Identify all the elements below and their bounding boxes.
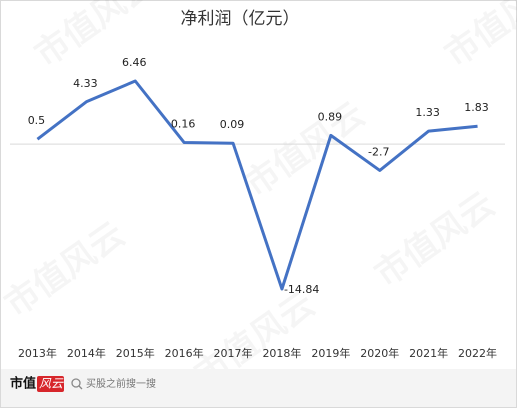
x-tick-label: 2014年 (67, 346, 106, 360)
footer: 市值 风云 买股之前搜一搜 (10, 376, 156, 392)
brand-accent: 风云 (39, 377, 64, 391)
data-label: -14.84 (284, 283, 319, 296)
data-label: 0.09 (220, 118, 245, 131)
data-label: -2.7 (368, 145, 389, 158)
chart-title: 净利润（亿元） (181, 9, 300, 29)
data-label: 6.46 (122, 56, 147, 69)
x-tick-label: 2018年 (262, 346, 301, 360)
x-tick-label: 2022年 (458, 346, 497, 360)
x-tick-label: 2019年 (311, 346, 350, 360)
data-label: 1.33 (415, 106, 440, 119)
x-tick-label: 2020年 (360, 346, 399, 360)
brand-badge (37, 376, 64, 392)
search-icon (71, 378, 81, 388)
x-tick-label: 2021年 (409, 346, 448, 360)
brand-main: 市值 (10, 376, 36, 392)
footer-bar (1, 369, 516, 407)
x-tick-label: 2017年 (214, 346, 253, 360)
data-label: 0.89 (318, 110, 343, 123)
x-tick-label: 2016年 (165, 346, 204, 360)
data-line (36, 79, 478, 291)
x-tick-label: 2013年 (18, 346, 57, 360)
data-label: 1.83 (464, 101, 489, 114)
search-text[interactable]: 买股之前搜一搜 (86, 377, 156, 390)
data-label: 0.5 (28, 114, 46, 127)
data-label: 4.33 (73, 77, 98, 90)
search-icon-handle (78, 385, 83, 390)
x-tick-label: 2015年 (116, 346, 155, 360)
data-label: 0.16 (171, 118, 196, 131)
